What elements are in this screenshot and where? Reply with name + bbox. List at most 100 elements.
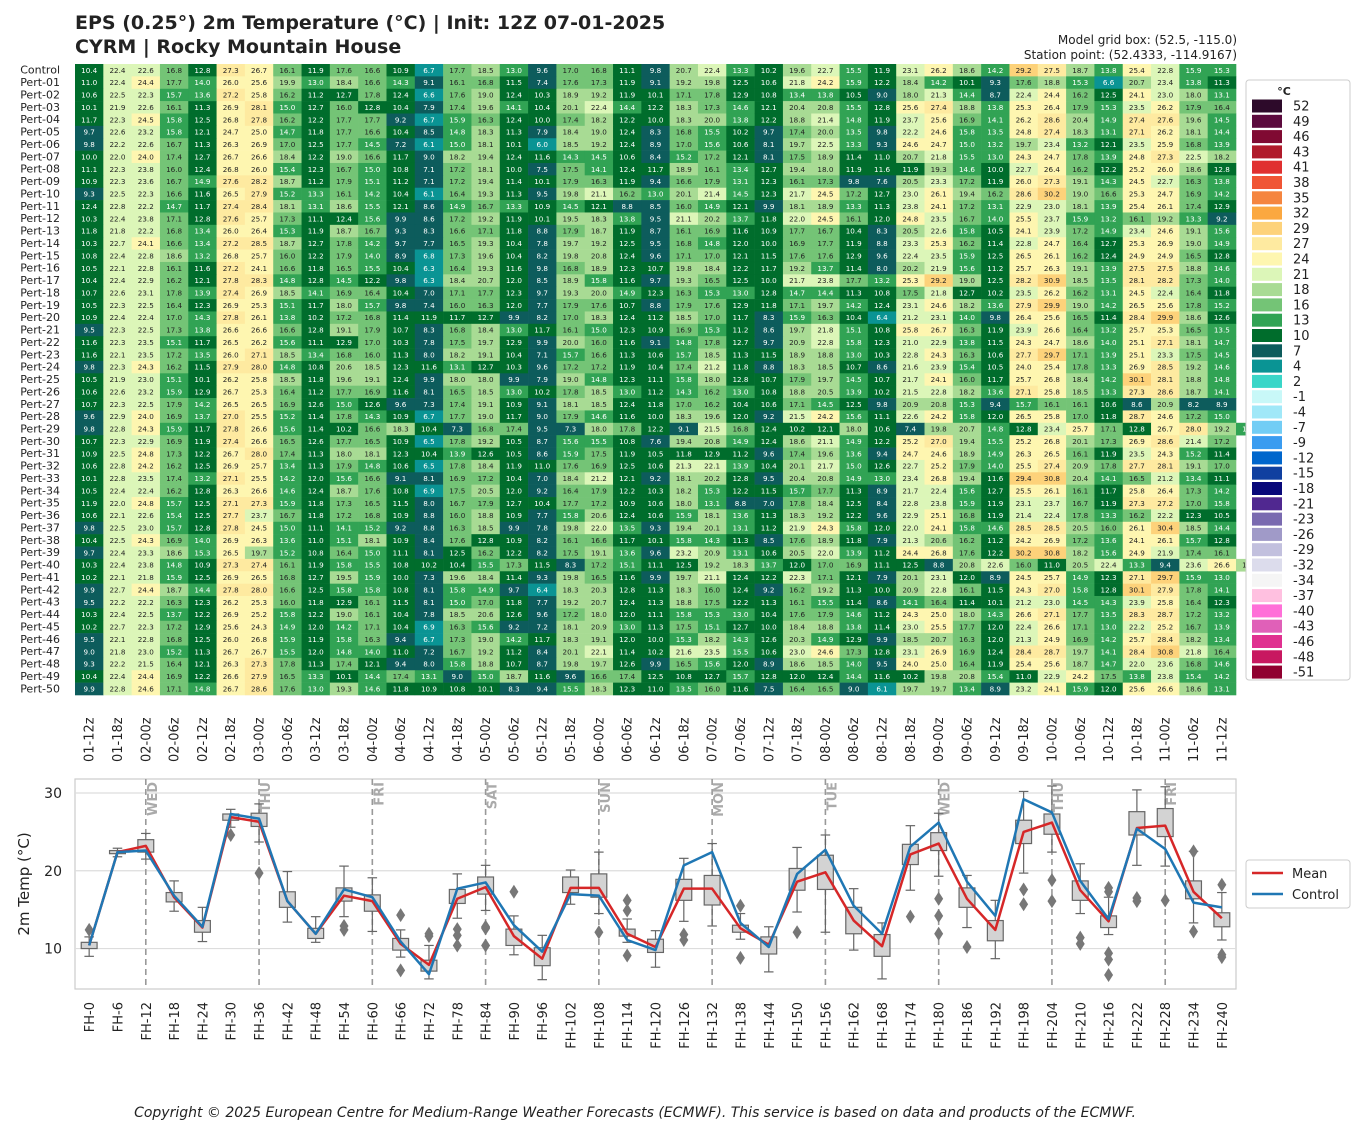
heatmap-cell-value: 17.7 <box>1072 610 1088 619</box>
heatmap-cell-value: 22.4 <box>1016 91 1032 100</box>
heatmap-cell-value: 10.9 <box>421 684 437 693</box>
heatmap-cell-value: 9.3 <box>395 227 406 236</box>
heatmap-cell-value: 25.3 <box>1129 239 1145 248</box>
heatmap-cell-value: 9.6 <box>876 251 888 260</box>
y-axis-label: 2m Temp (°C) <box>15 832 33 935</box>
heatmap-cell-value: 14.2 <box>279 474 295 483</box>
heatmap-cell-value: 15.9 <box>364 573 380 582</box>
heatmap-cell-value: 9.1 <box>537 400 548 409</box>
heatmap-cell-value: 22.8 <box>109 462 125 471</box>
heatmap-cell <box>131 76 161 90</box>
heatmap-cell-value: 27.8 <box>223 524 239 533</box>
heatmap-cell-value: 15.9 <box>676 511 692 520</box>
heatmap-cell-value: 11.9 <box>987 177 1003 186</box>
heatmap-cell <box>924 88 954 102</box>
heatmap-cell-value: 13.4 <box>194 239 210 248</box>
heatmap-cell-value: 10.6 <box>761 548 777 557</box>
heatmap-cell-value: 24.6 <box>138 684 154 693</box>
heatmap-cell-value: 12.5 <box>732 78 748 87</box>
heatmap-cell-value: 17.2 <box>449 177 465 186</box>
heatmap-cell-value: 17.6 <box>789 610 805 619</box>
x-tick-label: FH-12 <box>140 1002 155 1041</box>
heatmap-cell-value: 6.6 <box>1103 78 1115 87</box>
heatmap-cell-value: 10.8 <box>81 251 97 260</box>
heatmap-cell-value: 23.5 <box>1016 288 1032 297</box>
heatmap-cell-value: 18.0 <box>591 610 607 619</box>
heatmap-cell-value: 13.9 <box>1214 140 1230 149</box>
heatmap-cell-value: 7.9 <box>876 536 888 545</box>
heatmap-cell-value: 12.6 <box>761 635 777 644</box>
heatmap-cell-value: 20.0 <box>591 288 607 297</box>
heatmap-cell-value: 17.8 <box>704 338 720 347</box>
heatmap-cell-value: 16.8 <box>166 227 182 236</box>
heatmap-cell-value: 14.9 <box>279 623 295 632</box>
heatmap-cell-value: 18.0 <box>591 425 607 434</box>
heatmap-cell-value: 16.4 <box>449 190 465 199</box>
heatmap-cell-value: 17.1 <box>166 214 182 223</box>
heatmap-cell <box>244 64 274 77</box>
colorbar-swatch <box>1252 298 1282 312</box>
heatmap-cell-value: 17.7 <box>336 437 352 446</box>
heatmap-cell-value: 7.2 <box>423 647 434 656</box>
heatmap-cell-value: 20.8 <box>959 672 975 681</box>
heatmap-row-label: Pert-25 <box>20 373 60 386</box>
day-label: THU <box>259 782 274 812</box>
heatmap-cell-value: 22.7 <box>902 462 918 471</box>
heatmap-cell-value: 18.2 <box>959 301 975 310</box>
heatmap-cell-value: 14.6 <box>959 165 975 174</box>
heatmap-cell-value: 16.3 <box>1186 177 1202 186</box>
heatmap-cell-value: 23.1 <box>902 647 918 656</box>
heatmap-cell-value: 17.1 <box>1101 425 1117 434</box>
heatmap-cell-value: 16.9 <box>279 400 295 409</box>
heatmap-cell-value: 16.1 <box>563 326 579 335</box>
heatmap-cell-value: 15.0 <box>336 400 352 409</box>
heatmap-row-label: Pert-24 <box>20 361 60 374</box>
colorbar-swatch <box>1252 665 1282 679</box>
heatmap-row-label: Pert-19 <box>20 299 60 312</box>
heatmap-col-label: 04-06z <box>394 717 409 762</box>
heatmap-cell-value: 24.6 <box>1157 227 1173 236</box>
heatmap-row-label: Pert-32 <box>20 460 60 473</box>
heatmap-cell <box>1207 76 1237 90</box>
heatmap-cell-value: 19.2 <box>478 647 494 656</box>
heatmap-cell-value: 16.3 <box>959 635 975 644</box>
heatmap-cell-value: 26.6 <box>223 326 239 335</box>
heatmap-cell-value: 16.6 <box>279 585 295 594</box>
heatmap-cell-value: 7.4 <box>537 78 549 87</box>
heatmap-cell-value: 12.2 <box>194 610 210 619</box>
colorbar-label: -34 <box>1293 574 1314 589</box>
heatmap-cell-value: 12.2 <box>364 276 380 285</box>
heatmap-cell-value: 9.9 <box>83 684 95 693</box>
heatmap-cell-value: 18.5 <box>478 387 494 396</box>
heatmap-cell <box>499 76 529 90</box>
x-tick-label: FH-144 <box>763 1002 778 1049</box>
heatmap-cell-value: 14.5 <box>846 375 862 384</box>
heatmap-cell <box>952 64 982 77</box>
heatmap-cell-value: 12.5 <box>846 499 862 508</box>
colorbar-label: 10 <box>1293 329 1310 344</box>
heatmap-cell-value: 8.8 <box>933 561 945 570</box>
heatmap-cell-value: 10.2 <box>534 387 550 396</box>
heatmap-col-label: 09-06z <box>960 717 975 762</box>
heatmap-cell-value: 8.2 <box>537 548 548 557</box>
heatmap-cell-value: 24.6 <box>931 128 947 137</box>
heatmap-cell-value: 11.2 <box>987 536 1003 545</box>
colorbar-swatch <box>1252 512 1282 526</box>
heatmap-cell-value: 13.8 <box>732 115 748 124</box>
heatmap-cell-value: 16.9 <box>166 536 182 545</box>
heatmap-cell-value: 16.5 <box>704 276 720 285</box>
heatmap-cell-value: 11.7 <box>987 375 1003 384</box>
heatmap-cell-value: 17.4 <box>393 672 409 681</box>
heatmap-cell-value: 11.8 <box>761 301 777 310</box>
heatmap-cell-value: 16.5 <box>1129 474 1145 483</box>
heatmap-cell-value: 18.7 <box>591 227 607 236</box>
heatmap-cell-value: 16.1 <box>959 585 975 594</box>
heatmap-cell-value: 22.5 <box>109 449 125 458</box>
heatmap-cell-value: 13.1 <box>308 202 324 211</box>
heatmap-cell-value: 18.9 <box>817 152 833 161</box>
heatmap-cell-value: 16.2 <box>1129 511 1145 520</box>
heatmap-cell-value: 25.6 <box>1157 301 1173 310</box>
heatmap-cell-value: 18.0 <box>1186 91 1202 100</box>
heatmap-cell-value: 7.1 <box>423 165 434 174</box>
heatmap-cell-value: 17.7 <box>336 387 352 396</box>
